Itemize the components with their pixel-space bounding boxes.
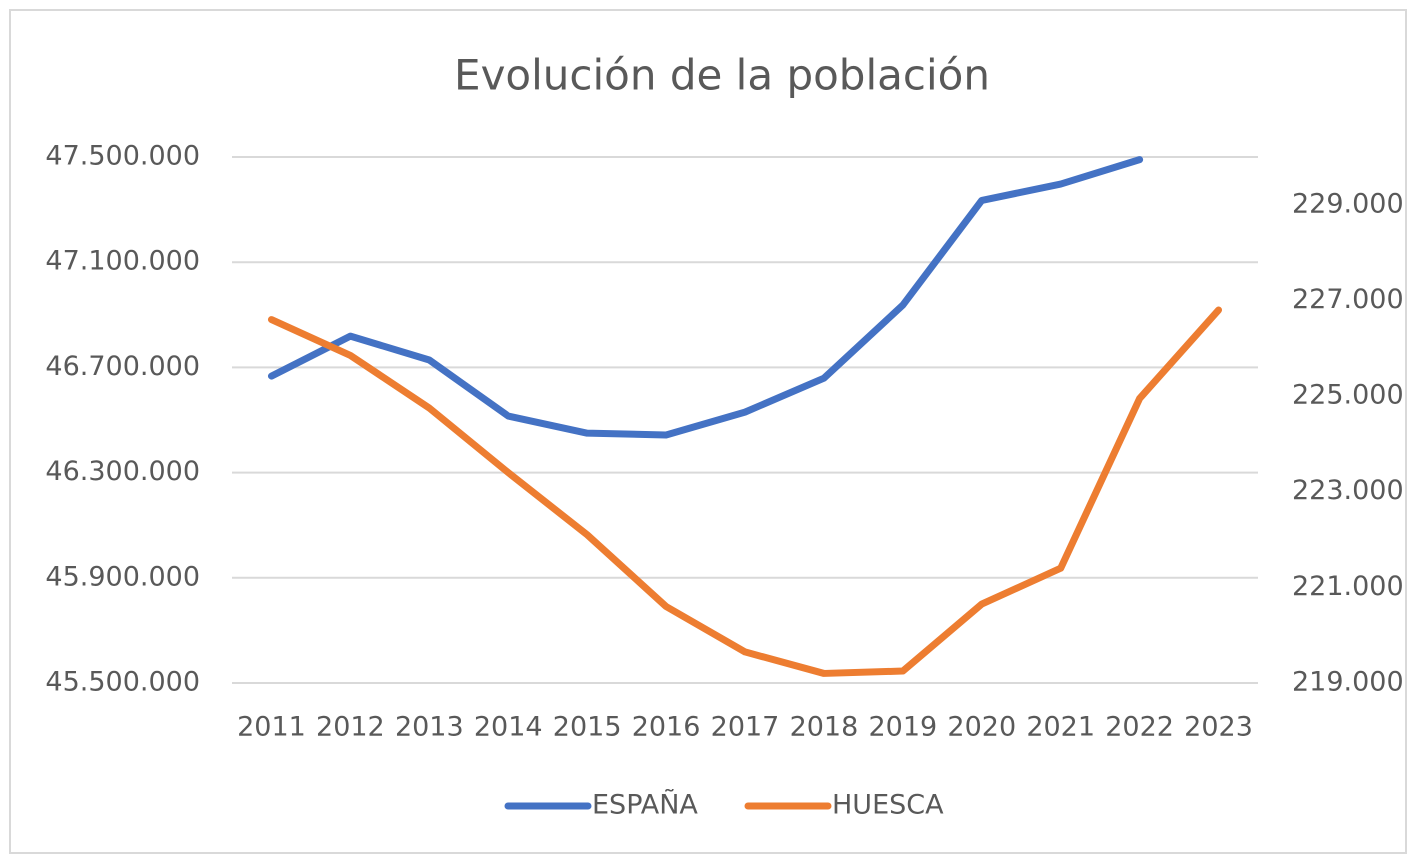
legend-label: ESPAÑA [592, 789, 698, 821]
y-tick-label: 47.500.000 [45, 141, 200, 172]
x-tick-label: 2012 [316, 712, 385, 743]
y2-tick-label: 225.000 [1292, 380, 1404, 411]
y2-tick-label: 223.000 [1292, 475, 1404, 506]
x-tick-label: 2017 [711, 712, 780, 743]
y-tick-label: 46.300.000 [45, 456, 200, 487]
chart-title: Evolución de la población [454, 51, 990, 100]
y2-tick-label: 229.000 [1292, 188, 1404, 219]
x-tick-label: 2014 [474, 712, 543, 743]
y2-tick-label: 221.000 [1292, 571, 1404, 602]
chart-border [9, 9, 1407, 854]
y2-tick-label: 227.000 [1292, 284, 1404, 315]
y-tick-label: 46.700.000 [45, 351, 200, 382]
legend-label: HUESCA [832, 790, 944, 821]
series-line [267, 306, 1223, 677]
x-tick-label: 2021 [1026, 712, 1095, 743]
x-tick-label: 2020 [947, 712, 1016, 743]
y-tick-label: 45.500.000 [45, 667, 200, 698]
y-tick-label: 47.100.000 [45, 246, 200, 277]
series-line [267, 156, 1144, 439]
x-tick-label: 2011 [237, 712, 306, 743]
x-tick-label: 2013 [395, 712, 464, 743]
y2-tick-label: 219.000 [1292, 667, 1404, 698]
y-tick-label: 45.900.000 [45, 561, 200, 592]
x-tick-label: 2023 [1184, 712, 1253, 743]
x-tick-label: 2019 [868, 712, 937, 743]
x-tick-label: 2018 [790, 712, 859, 743]
plot-area [267, 156, 1223, 677]
x-tick-label: 2015 [553, 712, 622, 743]
x-tick-label: 2022 [1105, 712, 1174, 743]
x-tick-label: 2016 [632, 712, 701, 743]
